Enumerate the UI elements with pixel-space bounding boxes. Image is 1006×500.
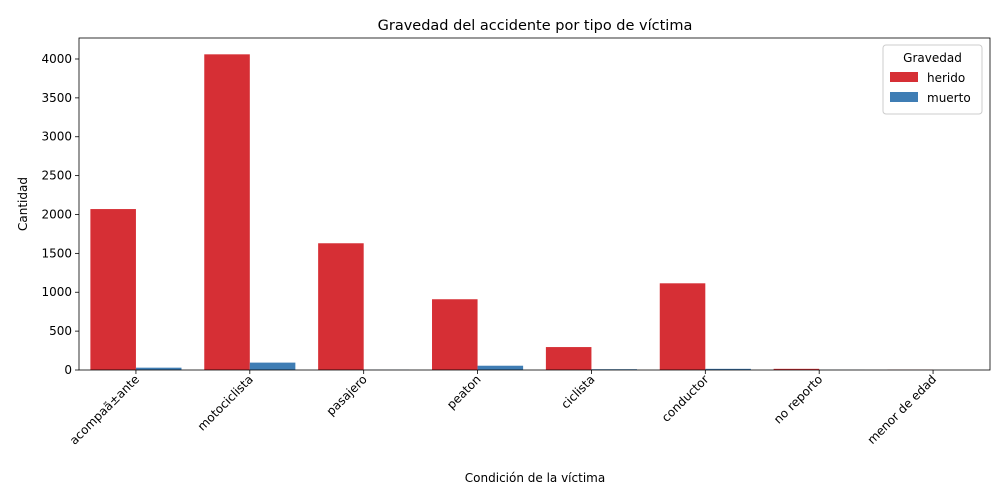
bar-herido-5 <box>659 283 706 370</box>
plot-area: 0 500 1000 1500 2000 2500 3000 3500 4000 acompaã±… <box>41 37 991 447</box>
legend-label-herido: herido <box>927 71 965 85</box>
x-tick-label-0: acompaã±ante <box>67 372 142 447</box>
bar-muerto-1 <box>249 362 296 370</box>
chart-title: Gravedad del accidente por tipo de vícti… <box>378 18 693 34</box>
legend-swatch-herido <box>890 72 918 82</box>
y-tick-label-7: 3500 <box>41 91 72 105</box>
x-tick-label-2: pasajero <box>324 372 370 418</box>
y-axis-title: Cantidad <box>16 177 30 231</box>
x-tick-label-4: ciclista <box>558 372 597 411</box>
bar-herido-2 <box>318 243 364 370</box>
bar-herido-6 <box>773 368 820 370</box>
y-tick-label-1: 500 <box>49 324 72 338</box>
bar-herido-1 <box>204 54 250 370</box>
x-tick-label-6: no reporto <box>771 372 825 426</box>
y-tick-label-5: 2500 <box>41 169 72 183</box>
bar-muerto-5 <box>705 368 751 370</box>
y-tick-label-3: 1500 <box>41 246 72 260</box>
x-axis-title: Condición de la víctima <box>465 471 605 485</box>
bar-muerto-0 <box>135 367 182 370</box>
legend-title: Gravedad <box>903 51 962 65</box>
legend: Gravedad herido muerto <box>882 44 983 115</box>
bar-herido-0 <box>90 209 136 370</box>
bar-muerto-3 <box>477 365 524 370</box>
bar-herido-3 <box>432 299 478 370</box>
y-tick-label-6: 3000 <box>41 130 72 144</box>
legend-swatch-muerto <box>890 92 918 102</box>
y-tick-label-8: 4000 <box>41 52 72 66</box>
y-tick-label-0: 0 <box>64 363 72 377</box>
legend-label-muerto: muerto <box>927 91 971 105</box>
x-tick-label-1: motociclista <box>195 372 256 433</box>
bar-herido-4 <box>545 347 592 370</box>
y-tick-label-2: 1000 <box>41 285 72 299</box>
x-tick-label-5: conductor <box>659 372 712 425</box>
x-tick-label-7: menor de edad <box>865 372 940 447</box>
plot-frame <box>78 37 991 371</box>
x-tick-label-3: peaton <box>444 372 484 412</box>
y-tick-label-4: 2000 <box>41 207 72 221</box>
